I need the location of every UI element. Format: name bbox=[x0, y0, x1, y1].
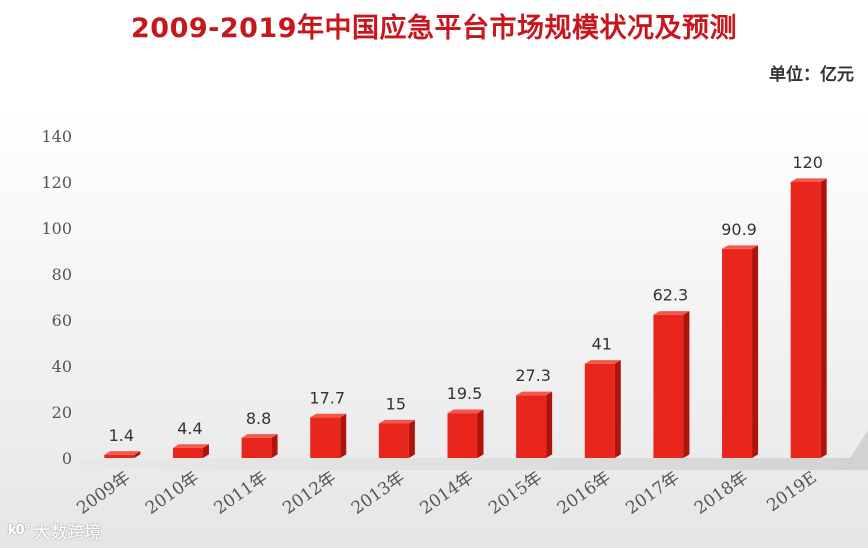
data-label: 1.4 bbox=[109, 426, 134, 445]
bar-front bbox=[104, 454, 135, 458]
bar bbox=[241, 434, 278, 458]
bar bbox=[790, 178, 827, 458]
bar-top bbox=[241, 434, 278, 438]
bar-front bbox=[722, 248, 753, 458]
bar-front bbox=[516, 395, 547, 458]
y-tick-label: 80 bbox=[52, 265, 72, 284]
bar bbox=[378, 419, 415, 458]
data-label: 41 bbox=[592, 335, 612, 354]
watermark: k0° 大数跨境 bbox=[8, 518, 101, 543]
bar-top bbox=[516, 391, 553, 396]
bar-front bbox=[310, 417, 341, 458]
bar-top bbox=[722, 245, 759, 249]
bar-top bbox=[653, 311, 690, 315]
bar-side bbox=[683, 311, 690, 458]
data-label: 62.3 bbox=[653, 286, 689, 305]
bar bbox=[516, 391, 553, 458]
bar-side bbox=[134, 451, 141, 458]
y-tick-label: 60 bbox=[52, 311, 72, 330]
data-label: 4.4 bbox=[177, 419, 202, 438]
bar bbox=[653, 311, 690, 458]
unit-label: 单位：亿元 bbox=[769, 65, 854, 85]
bar-front bbox=[447, 413, 478, 458]
y-tick-label: 0 bbox=[62, 449, 72, 468]
bar bbox=[310, 413, 347, 458]
bar bbox=[104, 451, 141, 458]
watermark-text: 大数跨境 bbox=[33, 523, 102, 543]
data-label: 19.5 bbox=[447, 384, 483, 403]
data-label: 90.9 bbox=[721, 220, 757, 239]
bar-front bbox=[378, 423, 409, 458]
y-tick-label: 140 bbox=[41, 127, 72, 146]
bar-top bbox=[790, 178, 827, 182]
bar-side bbox=[614, 360, 621, 458]
data-label: 120 bbox=[792, 153, 823, 172]
bar-top bbox=[447, 409, 484, 414]
bar bbox=[447, 409, 484, 458]
data-label: 15 bbox=[386, 395, 406, 414]
bar-front bbox=[653, 314, 684, 458]
bar-top bbox=[172, 444, 209, 448]
y-tick-label: 120 bbox=[41, 173, 72, 192]
floor-shadow bbox=[80, 430, 868, 470]
y-axis: 0 20 40 60 80 100 120 140 bbox=[41, 127, 72, 468]
bar bbox=[172, 444, 209, 458]
bar-front bbox=[241, 437, 272, 458]
bar-side bbox=[271, 434, 278, 458]
bar-side bbox=[820, 178, 827, 458]
bar-front bbox=[790, 182, 821, 458]
bar-front bbox=[584, 363, 615, 458]
data-label: 8.8 bbox=[246, 409, 271, 428]
bars: 1.4 4.4 8.8 17.7 15 19.5 27.3 41 62.3 90.9 120 bbox=[104, 153, 827, 458]
data-label: 17.7 bbox=[309, 388, 345, 407]
watermark-logo-icon: k0° bbox=[8, 523, 30, 538]
bar-front bbox=[172, 447, 203, 458]
y-tick-label: 20 bbox=[52, 403, 72, 422]
bar-side bbox=[202, 444, 209, 458]
bar-top bbox=[584, 360, 621, 364]
bar bbox=[722, 245, 759, 458]
bar-side bbox=[752, 245, 759, 458]
y-tick-label: 40 bbox=[52, 357, 72, 376]
bar bbox=[584, 360, 621, 458]
bar-side bbox=[477, 409, 484, 458]
bar-top bbox=[378, 419, 415, 424]
y-tick-label: 100 bbox=[41, 219, 72, 238]
bar-side bbox=[340, 413, 347, 458]
bar-side bbox=[546, 391, 553, 458]
bar-side bbox=[408, 419, 415, 458]
bar-top bbox=[104, 451, 141, 455]
data-label: 27.3 bbox=[515, 366, 551, 385]
bar-top bbox=[310, 413, 347, 418]
chart-title: 2009-2019年中国应急平台市场规模状况及预测 bbox=[131, 13, 737, 44]
